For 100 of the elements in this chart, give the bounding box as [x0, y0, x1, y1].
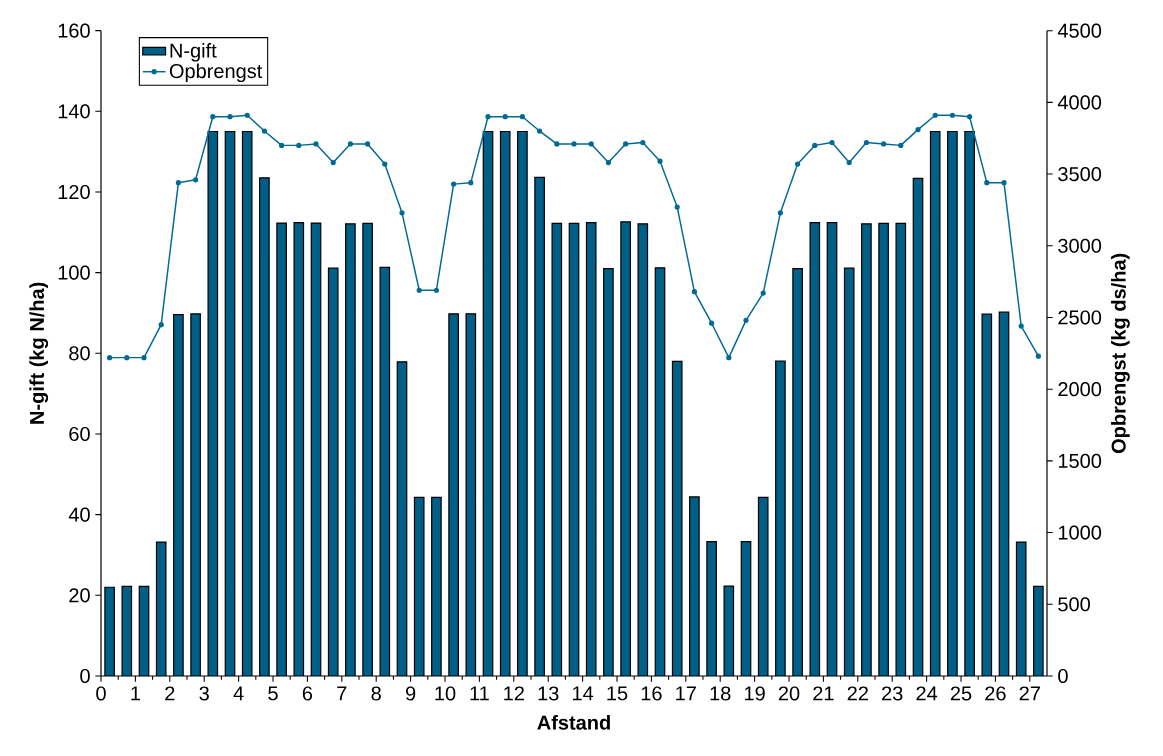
point	[193, 177, 199, 183]
point	[640, 139, 646, 146]
x-tick-label: 26	[985, 686, 1006, 701]
point	[623, 141, 629, 147]
y2-tick-label: 3500	[1058, 166, 1102, 182]
point	[760, 290, 766, 296]
point	[1035, 353, 1042, 359]
point	[433, 287, 440, 293]
point	[519, 114, 526, 120]
x-tick-label: 6	[302, 686, 313, 701]
point	[898, 142, 904, 148]
y2-tick-label: 1000	[1058, 525, 1102, 540]
x-tick-label: 15	[607, 686, 628, 701]
point	[537, 128, 543, 134]
point	[158, 322, 164, 328]
x-tick-label: 11	[470, 686, 489, 701]
point	[932, 112, 938, 118]
point	[244, 112, 250, 118]
point	[984, 180, 990, 186]
point	[227, 114, 233, 120]
x-tick-label: 4	[233, 686, 244, 701]
y-tick-label: 100	[58, 265, 90, 280]
point	[967, 114, 973, 120]
point	[709, 320, 715, 326]
point	[691, 289, 698, 295]
x-tick-label: 24	[916, 686, 938, 701]
x-tick-label: 23	[882, 686, 903, 701]
point	[949, 112, 956, 118]
x-tick-label: 3	[199, 686, 209, 701]
point	[261, 128, 268, 134]
point	[485, 114, 491, 120]
point	[554, 141, 560, 147]
point	[124, 355, 130, 361]
point	[365, 141, 371, 147]
y-tick-label: 80	[69, 346, 90, 361]
y2-tick-label: 500	[1058, 597, 1090, 612]
x-tick-label: 13	[538, 686, 559, 701]
point	[279, 142, 285, 148]
point	[605, 159, 612, 166]
y-axis-title: N-gift (kg N/ha)	[29, 282, 49, 424]
point	[881, 141, 887, 147]
y2-tick-label: 0	[1058, 668, 1068, 684]
point	[743, 317, 749, 323]
x-tick-label: 17	[676, 686, 696, 701]
x-tick-label: 14	[573, 686, 594, 701]
y2-tick-label: 3000	[1058, 238, 1102, 253]
y2-tick-label: 2500	[1058, 310, 1102, 325]
x-tick-label: 8	[371, 686, 381, 701]
y2-tick-label: 4500	[1057, 23, 1102, 38]
x-tick-label: 27	[1019, 686, 1040, 701]
x-tick-label: 10	[435, 686, 456, 701]
point	[829, 139, 835, 146]
x-tick-label: 7	[337, 686, 347, 701]
x-tick-label: 21	[813, 686, 834, 701]
point	[674, 204, 680, 210]
y-tick-label: 60	[69, 426, 90, 442]
y-tick-label: 140	[58, 104, 90, 119]
point	[416, 287, 422, 293]
y2-tick-label: 4000	[1057, 95, 1102, 110]
point	[210, 114, 216, 120]
y2-tick-label: 1500	[1058, 453, 1102, 468]
y-tick-label: 120	[58, 184, 90, 200]
x-tick-label: 25	[950, 686, 972, 701]
x-tick-label: 19	[745, 686, 765, 701]
x-tick-label: 12	[504, 686, 524, 701]
point	[141, 355, 147, 361]
x-tick-label: 16	[641, 686, 662, 701]
point	[175, 180, 182, 186]
point	[657, 158, 663, 164]
y-tick-label: 160	[58, 23, 90, 38]
y-tick-label: 0	[80, 668, 90, 684]
y-tick-label: 40	[68, 507, 90, 522]
legend-label: Opbrengst	[169, 63, 263, 83]
point	[726, 355, 732, 361]
point	[296, 142, 302, 148]
point	[571, 141, 577, 147]
x-tick-label: 2	[165, 686, 175, 701]
point	[347, 141, 354, 147]
point	[1001, 180, 1007, 186]
point	[588, 141, 594, 147]
point	[468, 180, 474, 186]
point	[1018, 323, 1024, 329]
x-tick-label: 18	[710, 686, 731, 701]
point	[795, 161, 801, 167]
x-tick-label: 20	[778, 686, 800, 701]
point	[451, 181, 457, 187]
y2-axis-title: Opbrengst (kg ds/ha)	[1111, 253, 1130, 454]
x-tick-label: 5	[268, 686, 278, 701]
point	[382, 161, 388, 167]
point	[107, 355, 113, 361]
y2-tick-label: 2000	[1058, 382, 1102, 397]
point	[330, 159, 336, 166]
point	[777, 210, 784, 216]
point	[863, 139, 870, 146]
y-tick-label: 20	[69, 588, 90, 603]
point	[915, 127, 921, 133]
x-tick-label: 1	[131, 686, 140, 701]
point	[846, 159, 852, 166]
x-tick-label: 22	[847, 686, 868, 701]
x-axis-title: Afstand	[537, 715, 610, 730]
